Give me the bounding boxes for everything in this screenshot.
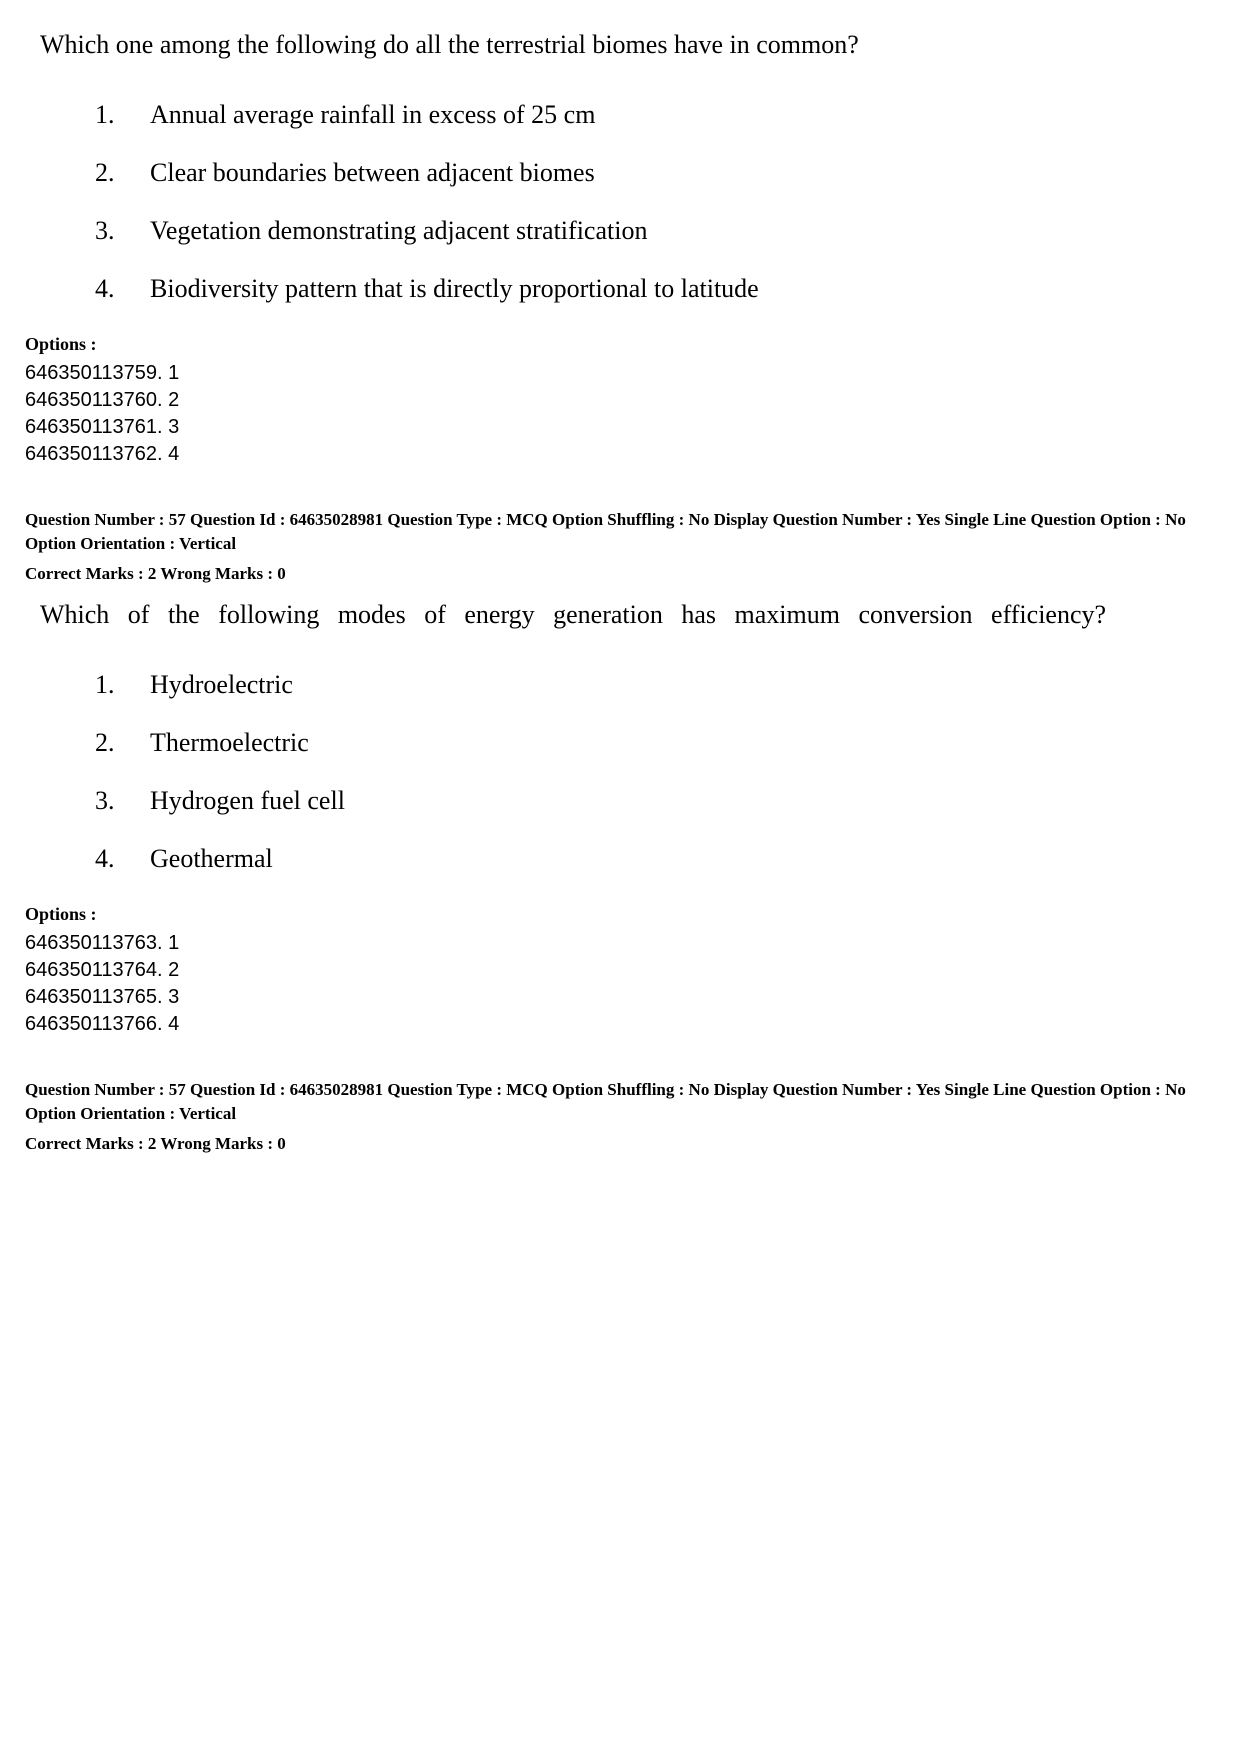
answer-number: 4. [95,274,150,304]
meta-line-marks: Correct Marks : 2 Wrong Marks : 0 [25,1132,1215,1156]
answer-text: Clear boundaries between adjacent biomes [150,158,1215,188]
answer-text: Hydroelectric [150,670,1215,700]
option-line: 646350113764. 2 [25,957,1215,984]
question-meta-block: Question Number : 57 Question Id : 64635… [25,508,1215,585]
options-label: Options : [25,334,1215,355]
answer-number: 1. [95,100,150,130]
option-line: 646350113760. 2 [25,387,1215,414]
options-label: Options : [25,904,1215,925]
option-line: 646350113762. 4 [25,441,1215,468]
answer-number: 3. [95,786,150,816]
meta-line-marks: Correct Marks : 2 Wrong Marks : 0 [25,562,1215,586]
answer-item: 4. Geothermal [95,844,1215,874]
option-line: 646350113759. 1 [25,360,1215,387]
question-block-2: Which of the following modes of energy g… [25,600,1215,1038]
answer-number: 2. [95,158,150,188]
answer-item: 1. Hydroelectric [95,670,1215,700]
meta-line: Question Number : 57 Question Id : 64635… [25,1078,1215,1126]
question-block-1: Which one among the following do all the… [25,30,1215,468]
answer-number: 3. [95,216,150,246]
answer-text: Vegetation demonstrating adjacent strati… [150,216,1215,246]
answer-number: 2. [95,728,150,758]
answer-item: 2. Clear boundaries between adjacent bio… [95,158,1215,188]
answer-text: Annual average rainfall in excess of 25 … [150,100,1215,130]
answer-number: 4. [95,844,150,874]
option-line: 646350113763. 1 [25,930,1215,957]
option-line: 646350113766. 4 [25,1011,1215,1038]
question-text: Which one among the following do all the… [40,30,1215,60]
question-meta-block: Question Number : 57 Question Id : 64635… [25,1078,1215,1155]
answer-list: 1. Hydroelectric 2. Thermoelectric 3. Hy… [95,670,1215,874]
answer-text: Thermoelectric [150,728,1215,758]
answer-text: Biodiversity pattern that is directly pr… [150,274,1215,304]
meta-line: Question Number : 57 Question Id : 64635… [25,508,1215,556]
answer-item: 1. Annual average rainfall in excess of … [95,100,1215,130]
answer-text: Hydrogen fuel cell [150,786,1215,816]
question-text: Which of the following modes of energy g… [40,600,1215,630]
answer-number: 1. [95,670,150,700]
option-line: 646350113765. 3 [25,984,1215,1011]
answer-list: 1. Annual average rainfall in excess of … [95,100,1215,304]
answer-item: 2. Thermoelectric [95,728,1215,758]
answer-text: Geothermal [150,844,1215,874]
option-line: 646350113761. 3 [25,414,1215,441]
answer-item: 3. Vegetation demonstrating adjacent str… [95,216,1215,246]
answer-item: 3. Hydrogen fuel cell [95,786,1215,816]
answer-item: 4. Biodiversity pattern that is directly… [95,274,1215,304]
